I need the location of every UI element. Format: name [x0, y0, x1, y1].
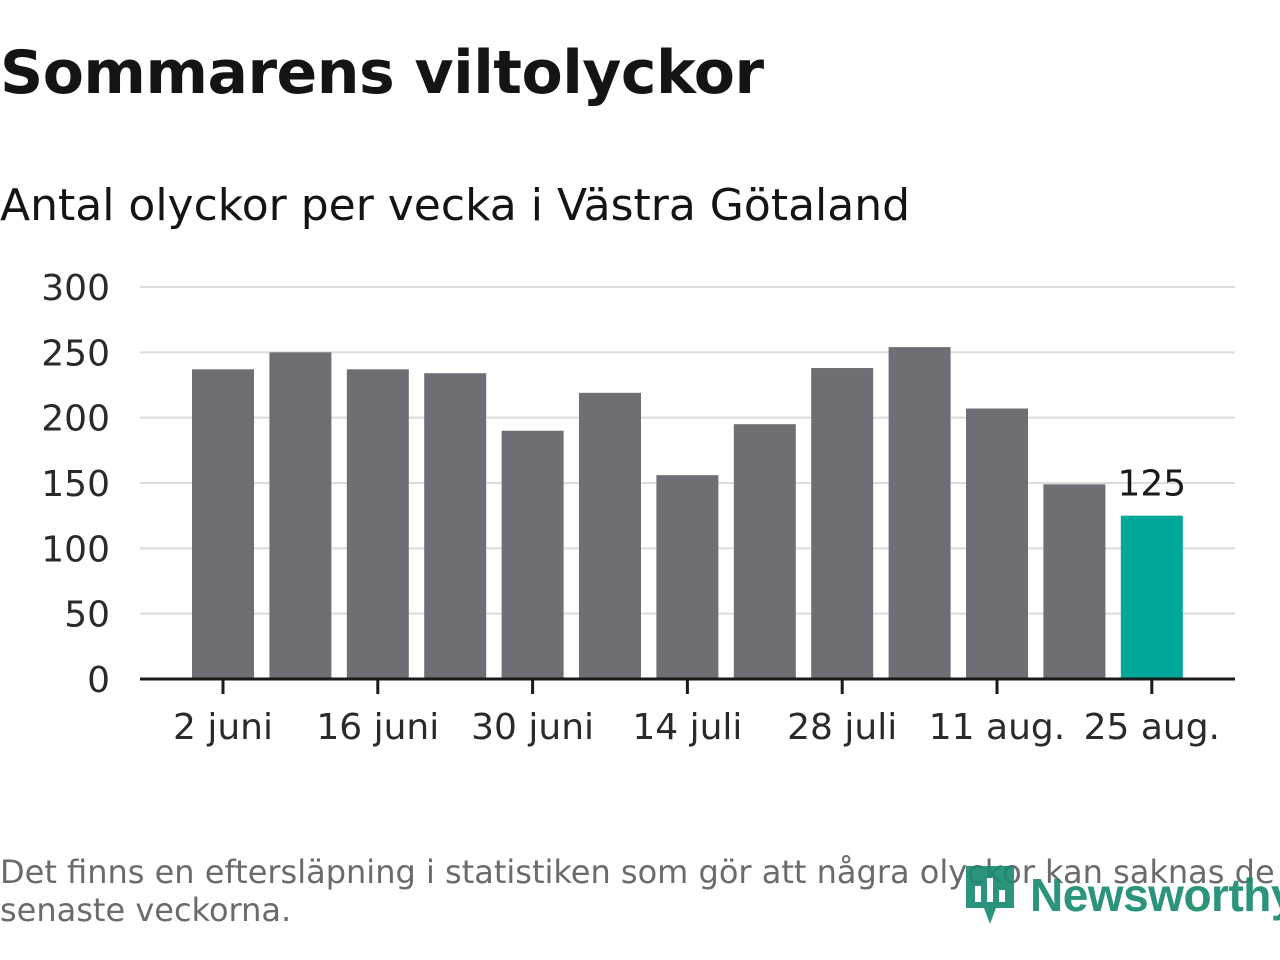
- data-labels: 125: [1117, 464, 1186, 505]
- y-axis-ticks: 0 50 100 150 200 250 300: [41, 268, 110, 701]
- newsworthy-logo-icon: [966, 866, 1014, 924]
- y-tick-label: 0: [87, 660, 110, 701]
- bars: [192, 347, 1183, 679]
- x-axis-ticks: 2 juni 16 juni 30 juni 14 juli 28 juli 11 aug…: [173, 679, 1220, 748]
- y-tick-label: 200: [41, 399, 110, 440]
- x-tick-label: 30 juni: [471, 707, 594, 748]
- x-tick-label: 28 juli: [787, 707, 897, 748]
- data-label: 125: [1117, 464, 1186, 505]
- bar: [811, 368, 874, 679]
- brand-name: Newsworthy: [1030, 869, 1280, 921]
- bar: [888, 347, 951, 679]
- bar: [501, 430, 564, 679]
- bar: [966, 408, 1028, 679]
- bar: [733, 424, 796, 679]
- bar: [192, 369, 254, 679]
- y-tick-label: 300: [41, 268, 110, 309]
- x-tick-label: 14 juli: [632, 707, 742, 748]
- brand-logo: Newsworthy: [962, 862, 1280, 928]
- y-tick-label: 100: [41, 529, 110, 570]
- bar: [656, 475, 719, 679]
- x-tick-label: 2 juni: [173, 707, 273, 748]
- bar: [346, 369, 409, 679]
- x-tick-label: 16 juni: [316, 707, 439, 748]
- bar: [269, 352, 332, 679]
- y-tick-label: 50: [64, 595, 110, 636]
- x-tick-label: 11 aug.: [929, 707, 1065, 748]
- bar-chart: 0 50 100 150 200 250 300 2 juni 16 juni 30 juni 1…: [41, 268, 1235, 748]
- bar: [1043, 484, 1106, 679]
- bar: [424, 373, 487, 679]
- chart-subtitle: Antal olyckor per vecka i Västra Götalan…: [0, 180, 911, 231]
- footnote: Det finns en eftersläpning i statistiken…: [0, 853, 1275, 929]
- y-tick-label: 250: [41, 333, 110, 374]
- bar: [579, 392, 641, 679]
- chart-title: Sommarens viltolyckor: [0, 38, 764, 108]
- x-tick-label: 25 aug.: [1084, 707, 1220, 748]
- y-tick-label: 150: [41, 464, 110, 505]
- bar: [1120, 515, 1183, 679]
